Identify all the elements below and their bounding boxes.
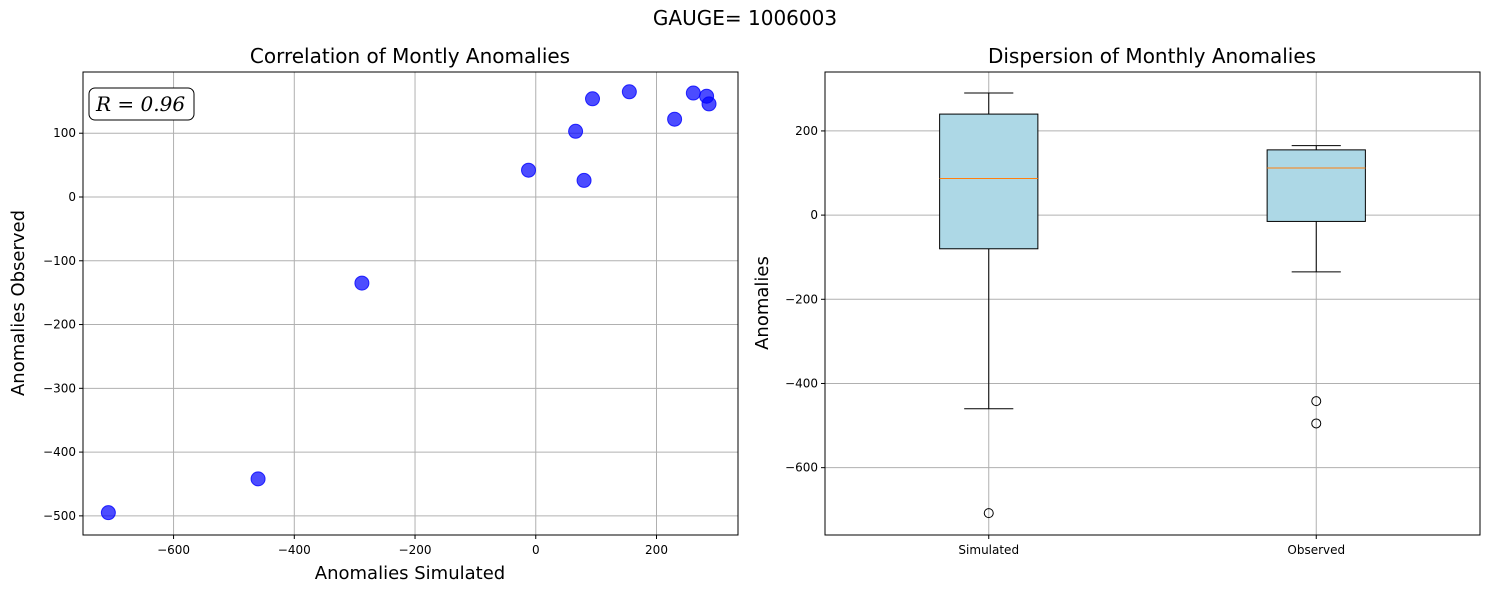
scatter-point — [667, 111, 683, 127]
boxplot-y-tick-label: 0 — [810, 208, 818, 222]
boxplot-y-tick-label: −400 — [785, 376, 818, 390]
scatter-y-tick-label: 100 — [53, 126, 76, 140]
scatter-point — [576, 172, 592, 188]
boxplot-box — [1266, 149, 1366, 222]
scatter-gridlines — [83, 72, 738, 535]
scatter-ticks: −600 −400 −200 0 200 −500 −400 −300 −200 −100 0 100 — [43, 126, 668, 557]
annotation-box — [88, 87, 195, 121]
boxplot-axes-frame — [824, 71, 1481, 536]
scatter-y-tick-label: −200 — [43, 318, 76, 332]
boxplot-outlier — [1311, 418, 1322, 429]
boxplot-box — [939, 113, 1039, 250]
boxplot-title: Dispersion of Monthly Anomalies — [988, 44, 1316, 68]
scatter-x-tick-label: −200 — [399, 543, 432, 557]
scatter-point — [521, 162, 537, 178]
scatter-point — [100, 505, 116, 521]
scatter-point — [354, 275, 370, 291]
scatter-points — [100, 84, 717, 521]
scatter-y-tick-label: −400 — [43, 445, 76, 459]
scatter-axes: −600 −400 −200 0 200 −500 −400 −300 −200 −100 0 100… — [8, 44, 739, 584]
scatter-axes-frame — [82, 71, 739, 536]
scatter-x-axis-label: Anomalies Simulated — [315, 563, 505, 584]
boxplot-y-tick-label: −600 — [785, 461, 818, 475]
boxplot-box-group — [1266, 145, 1366, 429]
scatter-x-tick-label: 0 — [532, 543, 540, 557]
scatter-title: Correlation of Montly Anomalies — [250, 44, 570, 68]
boxplot-ticks: Simulated Observed −600 −400 −200 0 200 — [785, 124, 1345, 557]
scatter-y-tick-label: −300 — [43, 381, 76, 395]
boxplot-box-group — [939, 92, 1039, 519]
scatter-point — [701, 96, 717, 112]
scatter-point — [568, 123, 584, 139]
scatter-y-axis-label: Anomalies Observed — [8, 210, 29, 396]
boxplot-x-tick-label: Simulated — [958, 543, 1019, 557]
boxplot-y-axis-label: Anomalies — [752, 256, 773, 350]
boxplot-y-tick-label: 200 — [795, 124, 818, 138]
scatter-x-tick-label: 200 — [645, 543, 668, 557]
scatter-point — [250, 471, 266, 487]
boxplot-gridlines — [825, 72, 1480, 535]
scatter-x-tick-label: −400 — [278, 543, 311, 557]
scatter-y-tick-label: 0 — [68, 190, 76, 204]
scatter-point — [685, 85, 701, 101]
scatter-y-tick-label: −100 — [43, 254, 76, 268]
boxplot-boxes — [939, 92, 1366, 519]
boxplot-y-tick-label: −200 — [785, 292, 818, 306]
boxplot-x-tick-label: Observed — [1287, 543, 1345, 557]
boxplot-axes: Simulated Observed −600 −400 −200 0 200 Disper… — [752, 44, 1481, 557]
boxplot-outlier — [983, 508, 994, 519]
scatter-x-tick-label: −600 — [157, 543, 190, 557]
correlation-annotation: R = 0.96 — [88, 87, 195, 121]
scatter-point — [585, 91, 601, 107]
annotation-text: R = 0.96 — [95, 92, 185, 116]
figure-suptitle: GAUGE= 1006003 — [652, 6, 838, 30]
boxplot-outlier — [1311, 396, 1322, 407]
scatter-y-tick-label: −500 — [43, 509, 76, 523]
scatter-point — [621, 84, 637, 100]
